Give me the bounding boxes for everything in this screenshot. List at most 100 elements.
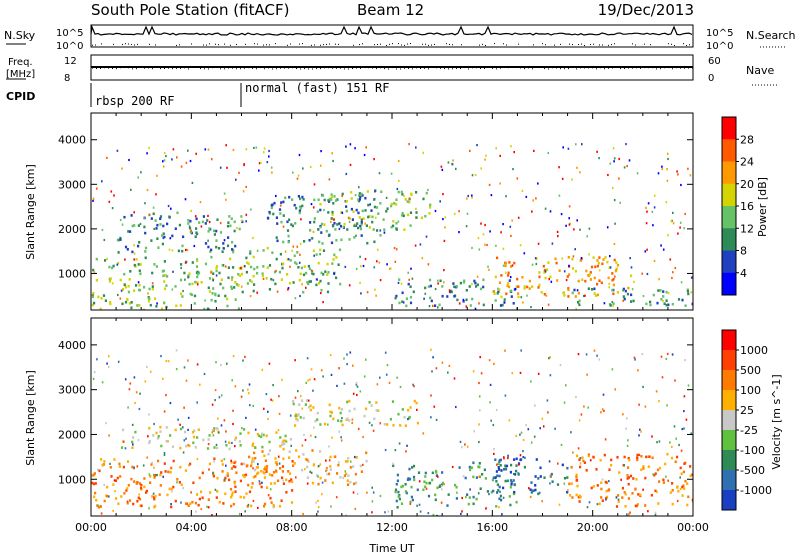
data-cell — [242, 462, 246, 466]
noise-cell — [135, 391, 138, 394]
noise-cell — [298, 153, 301, 157]
noise-cell — [443, 483, 445, 486]
noise-cell — [549, 356, 551, 359]
data-cell — [283, 442, 286, 446]
data-cell — [279, 436, 282, 439]
data-cell — [352, 465, 355, 468]
data-cell — [587, 287, 590, 290]
data-cell — [431, 471, 434, 475]
nave-point — [100, 68, 101, 70]
data-cell — [539, 475, 542, 478]
noise-cell — [379, 376, 381, 379]
nsearch-point — [326, 43, 327, 45]
data-cell — [642, 465, 645, 468]
data-cell — [201, 220, 204, 224]
data-cell — [231, 493, 234, 497]
nsearch-point — [446, 43, 447, 45]
noise-cell — [355, 456, 357, 459]
noise-cell — [323, 208, 325, 212]
data-cell — [137, 496, 140, 500]
data-cell — [267, 452, 270, 456]
noise-cell — [354, 507, 357, 510]
data-cell — [280, 201, 283, 204]
data-cell — [343, 474, 346, 477]
nave-point — [200, 68, 201, 70]
data-cell — [686, 503, 689, 507]
data-cell — [292, 402, 295, 406]
data-cell — [519, 458, 522, 462]
data-cell — [126, 487, 129, 490]
data-cell — [128, 499, 132, 502]
noise-cell — [683, 410, 685, 413]
data-cell — [202, 438, 205, 442]
data-cell — [493, 292, 496, 295]
noise-cell — [630, 266, 633, 269]
noise-cell — [662, 299, 664, 302]
noise-cell — [560, 213, 563, 216]
data-cell — [193, 294, 197, 298]
data-cell — [171, 445, 175, 449]
noise-cell — [257, 506, 259, 509]
noise-cell — [683, 427, 685, 430]
noise-cell — [539, 427, 541, 430]
noise-cell — [261, 481, 263, 484]
noise-cell — [671, 276, 673, 280]
noise-cell — [105, 422, 107, 425]
data-cell — [298, 211, 301, 215]
noise-cell — [307, 379, 309, 382]
noise-cell — [243, 163, 245, 167]
noise-cell — [639, 428, 641, 431]
x-tick-label: 04:00 — [175, 521, 207, 534]
nsearch-tick-high: 10^5 — [706, 28, 733, 39]
noise-cell — [306, 482, 309, 485]
data-cell — [206, 219, 209, 222]
noise-cell — [493, 452, 495, 455]
data-cell — [139, 486, 143, 490]
data-cell — [177, 249, 180, 253]
noise-cell — [419, 510, 422, 513]
data-cell — [319, 450, 322, 453]
data-cell — [351, 218, 354, 221]
data-cell — [617, 494, 620, 497]
nave-point — [96, 67, 97, 69]
noise-cell — [395, 248, 398, 251]
data-cell — [528, 279, 531, 283]
data-cell — [221, 463, 224, 466]
data-cell — [204, 242, 208, 245]
colorbar-swatch — [722, 490, 736, 511]
data-cell — [510, 483, 513, 486]
data-cell — [357, 199, 361, 203]
data-cell — [201, 496, 204, 500]
nave-point — [196, 67, 197, 69]
noise-cell — [262, 277, 265, 280]
data-cell — [295, 417, 298, 421]
noise-cell — [667, 292, 670, 295]
nave-point — [92, 67, 93, 69]
data-cell — [436, 486, 439, 490]
noise-cell — [148, 507, 150, 510]
noise-cell — [488, 493, 490, 496]
data-cell — [348, 419, 351, 422]
noise-cell — [320, 292, 322, 295]
data-cell — [327, 282, 330, 285]
noise-cell — [581, 143, 583, 146]
noise-cell — [224, 265, 227, 268]
noise-cell — [492, 423, 495, 427]
data-cell — [149, 481, 152, 484]
data-cell — [530, 481, 533, 484]
data-cell — [405, 297, 408, 300]
noise-cell — [611, 301, 614, 304]
data-cell — [232, 465, 235, 468]
noise-cell — [471, 194, 473, 197]
data-cell — [512, 492, 516, 496]
data-cell — [588, 273, 591, 276]
data-cell — [583, 461, 586, 464]
data-cell — [109, 277, 112, 280]
data-cell — [329, 455, 332, 459]
data-cell — [611, 272, 614, 275]
noise-cell — [200, 508, 203, 511]
nave-point — [152, 68, 153, 70]
data-cell — [174, 227, 177, 230]
noise-cell — [252, 467, 254, 470]
noise-cell — [557, 235, 559, 238]
